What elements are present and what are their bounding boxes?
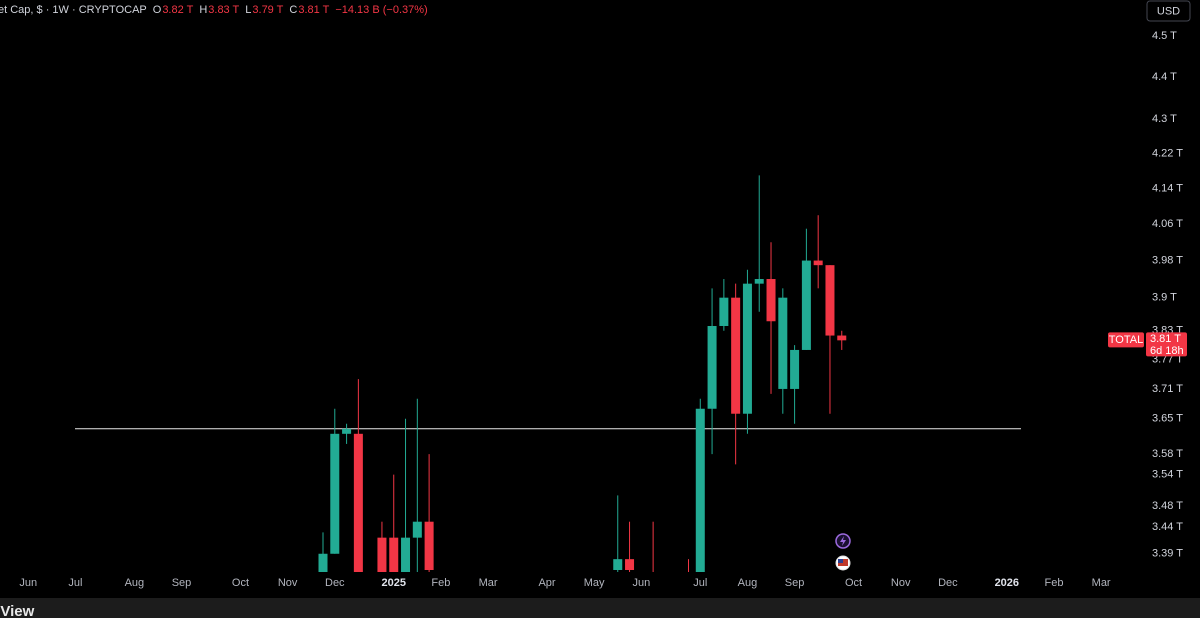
candle-body <box>825 265 835 336</box>
price-tag-name: TOTAL <box>1109 334 1143 346</box>
candle-body <box>719 297 729 327</box>
currency-label[interactable]: USD <box>1157 5 1180 17</box>
candle-body <box>754 279 764 284</box>
candle-body <box>613 559 623 570</box>
y-tick-label: 3.9 T <box>1152 292 1177 304</box>
y-tick-label: 3.54 T <box>1152 469 1183 481</box>
candle-body <box>707 326 717 409</box>
candle-body <box>766 279 776 322</box>
y-tick-label: 4.4 T <box>1152 71 1177 83</box>
change: −14.13 B (−0.37%) <box>335 4 427 16</box>
ohlc-value: 3.81 T <box>298 4 329 16</box>
header: et Cap, $ · 1W · CRYPTOCAP O 3.82 T H 3.83 T… <box>0 4 428 16</box>
candle-body <box>401 537 411 572</box>
x-tick-label: 2026 <box>995 577 1019 589</box>
ohlc-key: C <box>289 4 297 16</box>
price-tag-name-bg <box>1108 332 1144 348</box>
ohlc-value: 3.83 T <box>208 4 239 16</box>
x-tick-label: Aug <box>738 577 758 589</box>
x-tick-label: Jun <box>632 577 650 589</box>
candle-body <box>424 521 434 570</box>
x-tick-label: Sep <box>785 577 805 589</box>
y-tick-label: 3.58 T <box>1152 448 1183 460</box>
candle-body <box>625 559 635 570</box>
event-icons <box>835 533 851 571</box>
symbol: et Cap, $ · 1W · CRYPTOCAP <box>0 4 147 16</box>
ohlc-key: H <box>199 4 207 16</box>
x-tick-label: Dec <box>938 577 958 589</box>
candle-body <box>412 521 422 538</box>
footer-bar <box>0 598 1200 618</box>
x-tick-label: Mar <box>1092 577 1111 589</box>
x-tick-label: Aug <box>125 577 145 589</box>
candle-body <box>330 433 340 554</box>
y-tick-label: 4.3 T <box>1152 113 1177 125</box>
candle-body <box>318 553 328 572</box>
candle-body <box>837 335 847 341</box>
y-tick-label: 4.06 T <box>1152 218 1183 230</box>
x-tick-label: May <box>584 577 605 589</box>
ohlc-value: 3.79 T <box>252 4 283 16</box>
event-icon-glyph <box>838 559 843 563</box>
x-tick-label: Sep <box>172 577 192 589</box>
y-tick-label: 4.22 T <box>1152 147 1183 159</box>
footer-logo: eView <box>0 603 35 618</box>
x-tick-label: 2025 <box>381 577 405 589</box>
candle-body <box>801 260 811 350</box>
x-tick-label: Mar <box>479 577 498 589</box>
x-tick-label: Nov <box>278 577 298 589</box>
candle-body <box>813 260 823 266</box>
ohlc-value: 3.82 T <box>162 4 193 16</box>
event-icon-glyph <box>840 536 846 546</box>
candle-body <box>731 297 741 414</box>
candle-body <box>377 537 387 572</box>
candle-body <box>695 408 705 572</box>
y-tick-label: 3.48 T <box>1152 500 1183 512</box>
y-tick-label: 3.77 T <box>1152 354 1183 366</box>
x-tick-label: Feb <box>431 577 450 589</box>
x-tick-label: Apr <box>538 577 555 589</box>
y-tick-label: 4.5 T <box>1152 30 1177 42</box>
x-tick-label: Jun <box>19 577 37 589</box>
currency-button[interactable] <box>1146 0 1191 22</box>
ohlc-key: L <box>245 4 251 16</box>
candle-body <box>389 537 399 572</box>
y-tick-label: 3.39 T <box>1152 548 1183 560</box>
y-tick-label: 3.71 T <box>1152 383 1183 395</box>
candle-body <box>790 349 800 389</box>
candle-body <box>353 433 363 572</box>
x-tick-label: Oct <box>232 577 249 589</box>
price-tag-countdown: 6d 18h <box>1150 345 1184 357</box>
price-tag <box>1146 332 1187 357</box>
candle-body <box>742 283 752 414</box>
x-tick-label: Oct <box>845 577 862 589</box>
candle-body <box>778 297 788 389</box>
candle-body <box>342 428 352 434</box>
x-tick-label: Nov <box>891 577 911 589</box>
y-tick-label: 3.98 T <box>1152 254 1183 266</box>
plot <box>75 175 1021 572</box>
x-tick-label: Feb <box>1044 577 1063 589</box>
y-tick-label: 3.44 T <box>1152 521 1183 533</box>
x-tick-label: Jul <box>68 577 82 589</box>
y-tick-label: 3.65 T <box>1152 413 1183 425</box>
x-tick-label: Jul <box>693 577 707 589</box>
price-tag-value: 3.81 T <box>1150 333 1181 345</box>
y-tick-label: 4.14 T <box>1152 182 1183 194</box>
ohlc-key: O <box>153 4 162 16</box>
x-tick-label: Dec <box>325 577 345 589</box>
